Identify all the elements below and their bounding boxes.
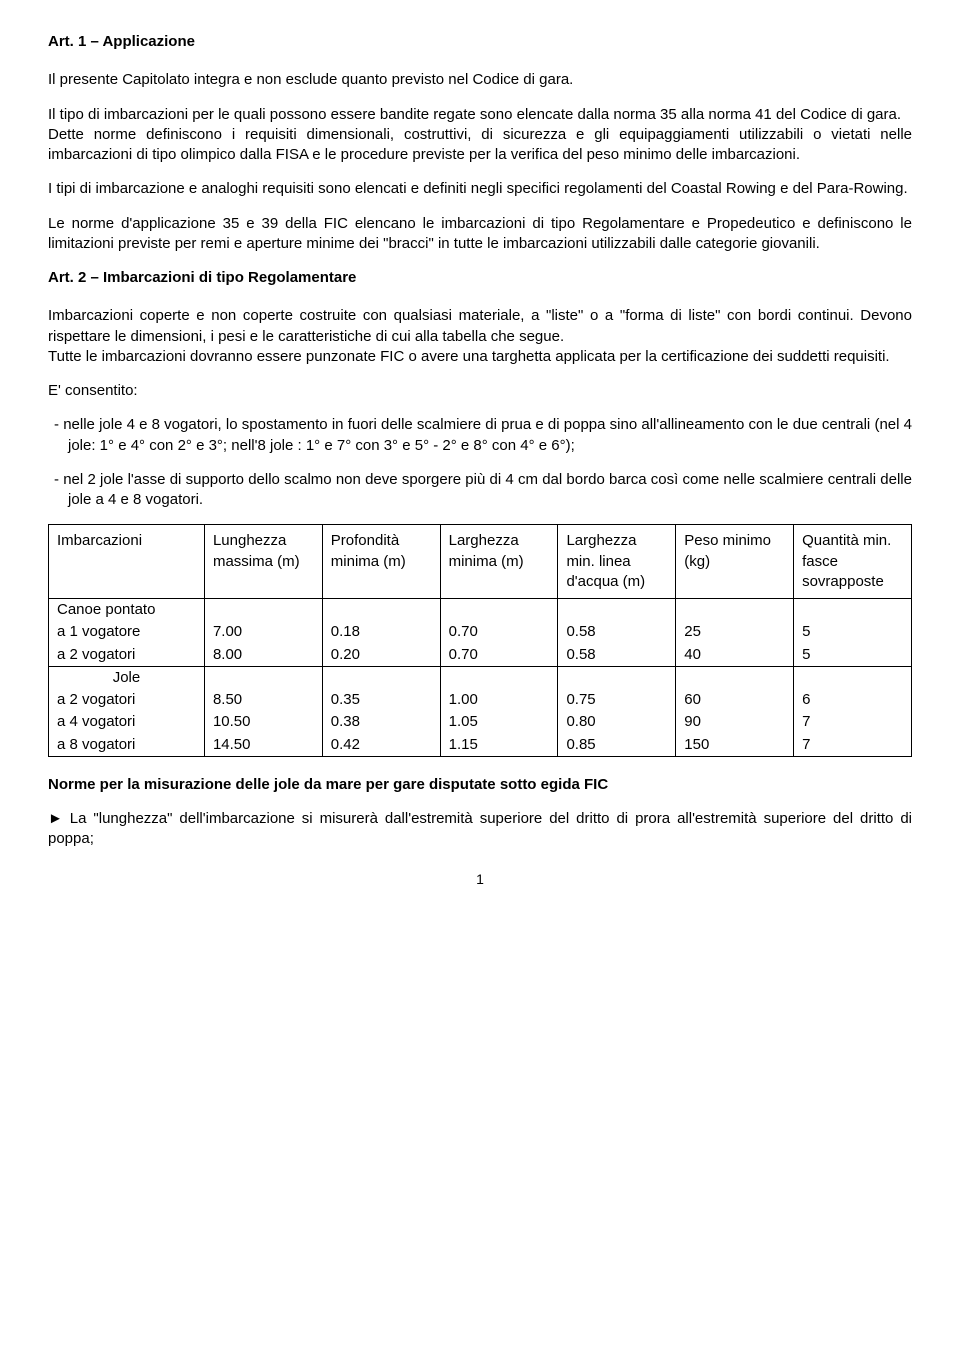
footer-heading: Norme per la misurazione delle jole da m… bbox=[48, 775, 912, 795]
canoe-row-1: a 1 vogatore 7.00 0.18 0.70 0.58 25 5 bbox=[49, 621, 912, 643]
jole-r1-v6: 6 bbox=[794, 689, 912, 711]
art1-para3: Dette norme definiscono i requisiti dime… bbox=[48, 125, 912, 166]
jole-r3-label: a 8 vogatori bbox=[49, 734, 205, 757]
jole-r1-v5: 60 bbox=[676, 689, 794, 711]
th-larghezza-acqua: Larghezza min. linea d'acqua (m) bbox=[558, 525, 676, 599]
art2-list-item1: nelle jole 4 e 8 vogatori, lo spostament… bbox=[48, 415, 912, 456]
table-header-row: Imbarcazioni Lunghezza massima (m) Profo… bbox=[49, 525, 912, 599]
canoe-r2-v1: 8.00 bbox=[204, 644, 322, 667]
group-canoe-label: Canoe pontato bbox=[49, 599, 205, 622]
jole-r1-v3: 1.00 bbox=[440, 689, 558, 711]
canoe-r1-label: a 1 vogatore bbox=[49, 621, 205, 643]
jole-row-1: a 2 vogatori 8.50 0.35 1.00 0.75 60 6 bbox=[49, 689, 912, 711]
art1-para4: I tipi di imbarcazione e analoghi requis… bbox=[48, 179, 912, 199]
th-lunghezza: Lunghezza massima (m) bbox=[204, 525, 322, 599]
jole-r3-v3: 1.15 bbox=[440, 734, 558, 757]
canoe-r2-v3: 0.70 bbox=[440, 644, 558, 667]
canoe-r1-v2: 0.18 bbox=[322, 621, 440, 643]
th-fasce: Quantità min. fasce sovrapposte bbox=[794, 525, 912, 599]
art2-para2: Tutte le imbarcazioni dovranno essere pu… bbox=[48, 347, 912, 367]
jole-r3-v5: 150 bbox=[676, 734, 794, 757]
art2-list-item2: nel 2 jole l'asse di supporto dello scal… bbox=[48, 470, 912, 511]
jole-r2-v5: 90 bbox=[676, 711, 794, 733]
canoe-r2-v2: 0.20 bbox=[322, 644, 440, 667]
footer-para1: ► La "lunghezza" dell'imbarcazione si mi… bbox=[48, 809, 912, 850]
jole-r1-label: a 2 vogatori bbox=[49, 689, 205, 711]
jole-r2-v6: 7 bbox=[794, 711, 912, 733]
canoe-r1-v3: 0.70 bbox=[440, 621, 558, 643]
art1-para1: Il presente Capitolato integra e non esc… bbox=[48, 70, 912, 90]
jole-r2-v4: 0.80 bbox=[558, 711, 676, 733]
th-peso: Peso minimo (kg) bbox=[676, 525, 794, 599]
canoe-r1-v6: 5 bbox=[794, 621, 912, 643]
jole-r2-v3: 1.05 bbox=[440, 711, 558, 733]
group-jole-header: Jole bbox=[49, 666, 912, 689]
jole-r2-v2: 0.38 bbox=[322, 711, 440, 733]
canoe-r1-v1: 7.00 bbox=[204, 621, 322, 643]
canoe-r2-v5: 40 bbox=[676, 644, 794, 667]
boats-table: Imbarcazioni Lunghezza massima (m) Profo… bbox=[48, 524, 912, 757]
art1-para5: Le norme d'applicazione 35 e 39 della FI… bbox=[48, 214, 912, 255]
art1-title: Art. 1 – Applicazione bbox=[48, 32, 912, 52]
jole-r3-v2: 0.42 bbox=[322, 734, 440, 757]
jole-r3-v6: 7 bbox=[794, 734, 912, 757]
group-canoe-header: Canoe pontato bbox=[49, 599, 912, 622]
group-jole-label: Jole bbox=[49, 666, 205, 689]
jole-r1-v2: 0.35 bbox=[322, 689, 440, 711]
art2-title: Art. 2 – Imbarcazioni di tipo Regolament… bbox=[48, 268, 912, 288]
canoe-r2-v4: 0.58 bbox=[558, 644, 676, 667]
jole-r1-v4: 0.75 bbox=[558, 689, 676, 711]
art2-para1: Imbarcazioni coperte e non coperte costr… bbox=[48, 306, 912, 347]
art1-para2: Il tipo di imbarcazioni per le quali pos… bbox=[48, 105, 912, 125]
jole-r1-v1: 8.50 bbox=[204, 689, 322, 711]
canoe-r2-v6: 5 bbox=[794, 644, 912, 667]
th-imbarcazioni: Imbarcazioni bbox=[49, 525, 205, 599]
art2-consentito: E' consentito: bbox=[48, 381, 912, 401]
th-larghezza: Larghezza minima (m) bbox=[440, 525, 558, 599]
canoe-r1-v4: 0.58 bbox=[558, 621, 676, 643]
jole-r3-v4: 0.85 bbox=[558, 734, 676, 757]
jole-row-3: a 8 vogatori 14.50 0.42 1.15 0.85 150 7 bbox=[49, 734, 912, 757]
canoe-row-2: a 2 vogatori 8.00 0.20 0.70 0.58 40 5 bbox=[49, 644, 912, 667]
jole-r3-v1: 14.50 bbox=[204, 734, 322, 757]
jole-r2-label: a 4 vogatori bbox=[49, 711, 205, 733]
art2-list: nelle jole 4 e 8 vogatori, lo spostament… bbox=[48, 415, 912, 510]
jole-row-2: a 4 vogatori 10.50 0.38 1.05 0.80 90 7 bbox=[49, 711, 912, 733]
canoe-r1-v5: 25 bbox=[676, 621, 794, 643]
th-profondita: Profondità minima (m) bbox=[322, 525, 440, 599]
jole-r2-v1: 10.50 bbox=[204, 711, 322, 733]
page-number: 1 bbox=[48, 870, 912, 889]
canoe-r2-label: a 2 vogatori bbox=[49, 644, 205, 667]
